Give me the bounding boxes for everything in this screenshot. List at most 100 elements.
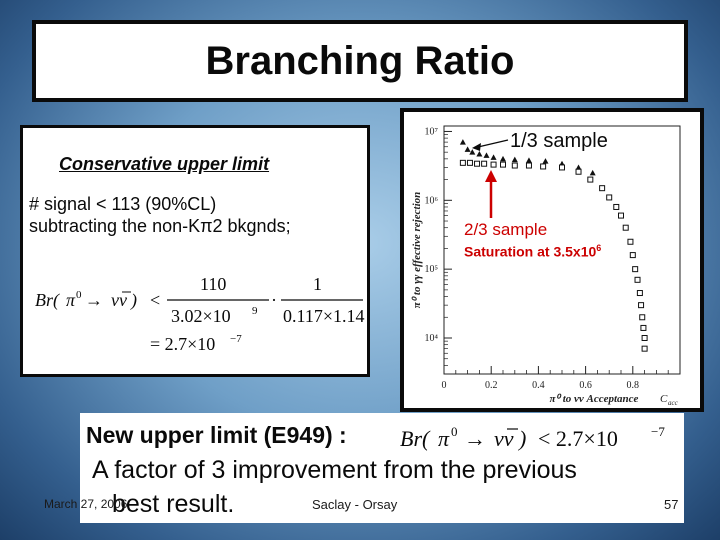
x-tick-label: 0.2 — [485, 380, 498, 391]
x-tick-label: 0.6 — [579, 380, 592, 391]
footer-venue: Saclay - Orsay — [312, 497, 398, 512]
formula-num2: 1 — [313, 274, 322, 294]
data-point-square — [613, 203, 620, 210]
x-axis-label-suffix: C — [660, 393, 668, 405]
data-point-square — [575, 168, 582, 175]
new-formula-br: Br( — [400, 426, 431, 451]
data-point-square — [639, 314, 646, 321]
formula-br: Br( — [35, 290, 60, 311]
new-formula-nunu: νν — [494, 426, 514, 451]
new-limit-box — [80, 413, 684, 523]
data-point-triangle — [500, 155, 506, 162]
data-point-square — [525, 162, 532, 169]
x-tick-label: 0 — [442, 380, 447, 391]
data-point-square — [641, 345, 648, 352]
rejection-chart-panel: 0 0.2 0.4 0.6 0.8 10⁴ 10⁵ 10⁶ 10⁷ π⁰ to νν Accept… — [400, 108, 704, 412]
formula-result-exp: −7 — [230, 333, 242, 345]
data-point-square — [622, 224, 629, 231]
new-formula-pi: π — [438, 426, 450, 451]
data-point-square — [606, 194, 613, 201]
conservative-heading: Conservative upper limit — [59, 154, 270, 174]
data-point-triangle — [575, 164, 582, 170]
y-tick-label: 10⁴ — [425, 333, 439, 344]
data-point-square — [474, 160, 481, 167]
formula-den1: 3.02×10 — [171, 306, 231, 326]
data-point-triangle — [542, 158, 549, 164]
formula-sup0: 0 — [76, 289, 82, 301]
data-point-square — [587, 176, 594, 183]
saturation-exp: 6 — [596, 243, 602, 253]
new-limit-formula: Br( π 0 → νν ) < 2.7×10 −7 — [400, 424, 665, 451]
y-tick-label: 10⁵ — [425, 264, 439, 275]
data-point-triangle — [464, 146, 471, 152]
new-limit-label: New upper limit (E949) : — [86, 422, 347, 448]
data-point-triangle — [476, 151, 483, 157]
page-number: 57 — [664, 497, 679, 512]
data-point-square — [640, 324, 647, 331]
data-point-square — [490, 161, 497, 168]
data-point-square — [629, 252, 636, 259]
data-point-square — [511, 162, 518, 169]
data-point-square — [540, 163, 547, 170]
slide-title: Branching Ratio — [205, 38, 515, 83]
formula-dot: · — [271, 290, 277, 310]
formula-nunu: νν — [111, 290, 127, 310]
saturation-label: Saturation at 3.5x106 — [464, 243, 601, 260]
formula-close: ) — [130, 290, 137, 311]
data-point-square — [481, 160, 488, 167]
x-tick-label: 0.8 — [627, 380, 640, 391]
data-point-triangle — [490, 154, 497, 160]
branching-ratio-formula: Br( π 0 → νν ) < 110 3.02×10 9 · 1 0.117… — [35, 274, 364, 354]
data-point-square — [636, 290, 643, 297]
footer-date: March 27, 2006 — [44, 497, 128, 511]
data-point-triangle — [469, 149, 476, 155]
data-point-square — [641, 335, 648, 342]
subtraction-text: subtracting the non-Kπ2 bkgnds; — [29, 216, 291, 236]
rejection-chart: 0 0.2 0.4 0.6 0.8 10⁴ 10⁵ 10⁶ 10⁷ π⁰ to νν Accept… — [411, 125, 681, 407]
data-point-square — [618, 212, 624, 219]
data-point-triangle — [525, 157, 532, 163]
one-third-arrow — [477, 139, 509, 148]
data-point-square — [632, 266, 639, 273]
x-axis-label-sub: acc — [668, 399, 679, 407]
data-point-square — [500, 161, 506, 168]
saturation-text: Saturation at 3.5x10 — [464, 243, 597, 260]
data-point-square — [459, 159, 466, 166]
data-point-square — [599, 185, 606, 192]
data-point-triangle — [483, 152, 490, 158]
y-tick-label: 10⁶ — [425, 195, 439, 206]
signal-count-text: # signal < 113 (90%CL) — [29, 194, 217, 214]
new-formula-exp: −7 — [651, 424, 665, 439]
one-third-arrowhead — [472, 143, 481, 151]
x-axis-label: π⁰ to νν Acceptance — [550, 393, 639, 405]
new-formula-arrow: → — [464, 426, 486, 451]
formula-result: = 2.7×10 — [150, 334, 215, 354]
best-result-text: best result. — [112, 490, 235, 518]
data-point-triangle — [511, 156, 518, 163]
conservative-limit-panel: Conservative upper limit # signal < 113 … — [20, 125, 370, 377]
formula-pi: π — [66, 290, 76, 310]
formula-num1: 110 — [200, 274, 226, 294]
data-point-square — [627, 238, 634, 245]
title-box: Branching Ratio — [32, 20, 688, 102]
formula-den1-exp: 9 — [252, 305, 258, 317]
y-axis-label: π⁰ to γγ effective rejection — [411, 192, 423, 309]
new-formula-close: ) — [517, 426, 526, 451]
data-point-square — [559, 164, 565, 171]
formula-den2: 0.117×1.14 — [283, 306, 364, 326]
improvement-text: A factor of 3 improvement from the previ… — [92, 456, 577, 484]
one-third-sample-label: 1/3 sample — [510, 130, 608, 152]
formula-lt: < — [150, 290, 160, 310]
data-point-square — [638, 302, 645, 309]
data-point-triangle — [589, 169, 596, 176]
data-point-triangle — [459, 139, 466, 145]
x-tick-label: 0.4 — [532, 380, 545, 391]
data-point-square — [466, 159, 473, 166]
y-tick-label: 10⁷ — [425, 126, 439, 137]
two-third-arrowhead — [485, 170, 497, 182]
new-formula-rhs: < 2.7×10 — [538, 426, 618, 451]
new-formula-sup0: 0 — [451, 424, 458, 439]
two-third-sample-label: 2/3 sample — [464, 220, 548, 239]
formula-arrow: → — [85, 290, 103, 310]
